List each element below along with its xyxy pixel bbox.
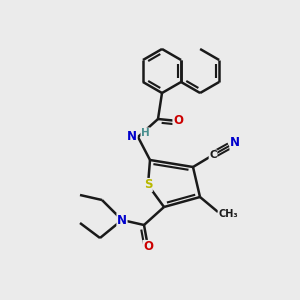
Text: O: O <box>173 115 183 128</box>
Text: CH₃: CH₃ <box>218 209 238 219</box>
Text: N: N <box>117 214 127 226</box>
Text: O: O <box>143 241 153 254</box>
Text: N: N <box>230 136 240 149</box>
Text: N: N <box>127 130 137 143</box>
Text: C: C <box>209 150 217 160</box>
Text: H: H <box>141 128 150 138</box>
Text: S: S <box>144 178 152 191</box>
